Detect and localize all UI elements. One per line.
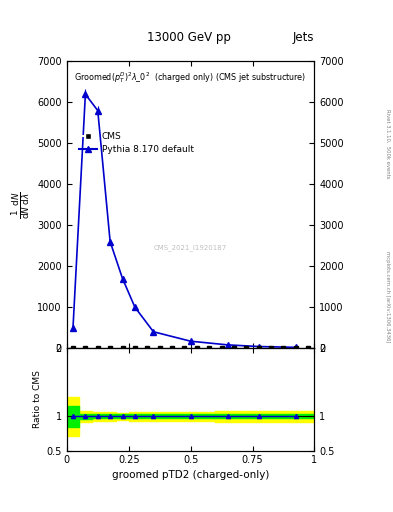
Text: mcplots.cern.ch [arXiv:1306.3436]: mcplots.cern.ch [arXiv:1306.3436] xyxy=(385,251,390,343)
Y-axis label: Ratio to CMS: Ratio to CMS xyxy=(33,370,42,429)
Text: 13000 GeV pp: 13000 GeV pp xyxy=(147,31,231,44)
Text: Groomed$(p_T^D)^2\lambda\_0^2$  (charged only) (CMS jet substructure): Groomed$(p_T^D)^2\lambda\_0^2$ (charged … xyxy=(74,70,307,85)
X-axis label: groomed pTD2 (charged-only): groomed pTD2 (charged-only) xyxy=(112,470,269,480)
Text: CMS_2021_I1920187: CMS_2021_I1920187 xyxy=(154,244,227,251)
Y-axis label: $\frac{1}{\mathrm{d}N}\frac{\mathrm{d}N}{\mathrm{d}\lambda}$: $\frac{1}{\mathrm{d}N}\frac{\mathrm{d}N}… xyxy=(10,191,32,219)
Legend: CMS, Pythia 8.170 default: CMS, Pythia 8.170 default xyxy=(76,129,196,157)
Text: Rivet 3.1.10,  500k events: Rivet 3.1.10, 500k events xyxy=(385,109,390,178)
Text: Jets: Jets xyxy=(293,31,314,44)
